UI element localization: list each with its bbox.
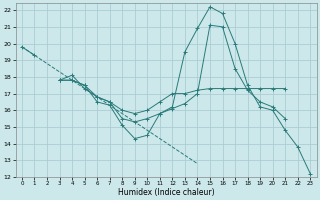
X-axis label: Humidex (Indice chaleur): Humidex (Indice chaleur) [118,188,214,197]
